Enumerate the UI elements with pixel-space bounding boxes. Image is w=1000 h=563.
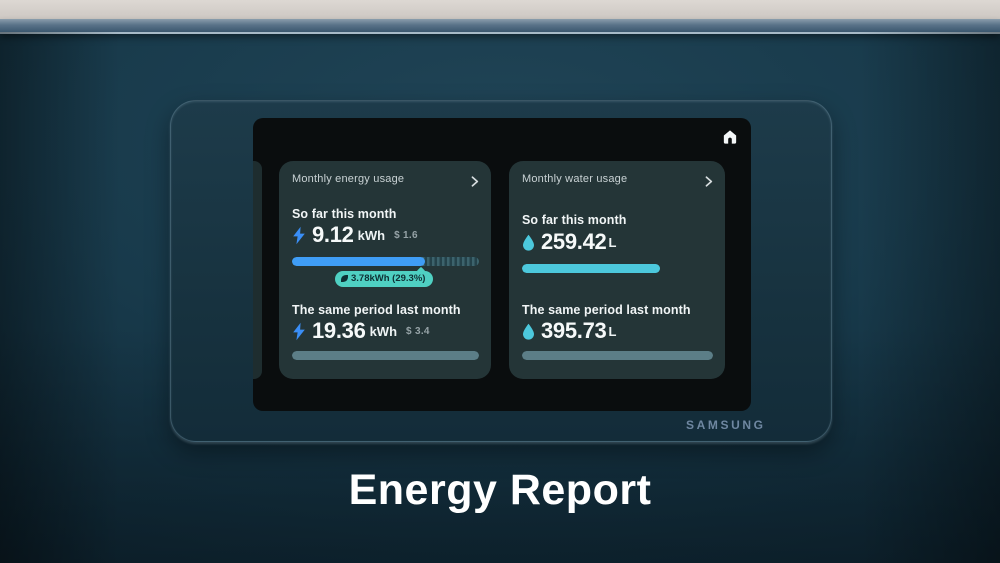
energy-current-label: So far this month — [292, 207, 397, 221]
water-current-progressbar — [522, 264, 713, 273]
water-drop-icon — [523, 323, 534, 340]
water-previous-progressbar — [522, 351, 713, 360]
energy-current-cost: $ 1.6 — [394, 229, 418, 241]
home-button[interactable] — [721, 128, 739, 146]
energy-previous-value-row: 19.36 kWh $ 3.4 — [292, 320, 430, 342]
water-current-label: So far this month — [522, 213, 627, 227]
lightning-icon — [293, 322, 305, 340]
water-previous-value: 395.73 — [541, 318, 607, 343]
water-drop-icon — [523, 234, 534, 251]
energy-current-progressbar — [292, 257, 479, 266]
energy-current-value: 9.12 — [312, 222, 354, 247]
samsung-logo: SAMSUNG — [686, 418, 766, 432]
machine-top-edge — [0, 19, 1000, 32]
water-previous-progress-fill — [522, 351, 713, 360]
wall-strip — [0, 0, 1000, 19]
water-card-title: Monthly water usage — [522, 173, 628, 185]
energy-previous-value: 19.36 — [312, 318, 366, 343]
monthly-water-usage-card[interactable]: Monthly water usage So far this month 25… — [509, 161, 725, 379]
water-current-unit: L — [608, 234, 617, 250]
energy-card-title: Monthly energy usage — [292, 173, 405, 185]
water-current-progress-fill — [522, 264, 660, 273]
water-current-value-row: 259.42 L — [522, 231, 616, 253]
water-previous-unit: L — [608, 323, 617, 339]
page-title: Energy Report — [348, 466, 652, 514]
water-chevron-right-icon[interactable] — [705, 174, 713, 187]
adjacent-card-edge — [253, 161, 262, 379]
monthly-energy-usage-card[interactable]: Monthly energy usage So far this month 9… — [279, 161, 491, 379]
energy-current-unit: kWh — [357, 227, 386, 243]
energy-current-progress-fill — [292, 257, 425, 266]
energy-savings-badge-text: 3.78kWh (29.3%) — [351, 273, 426, 284]
water-previous-value-row: 395.73 L — [522, 320, 616, 342]
home-icon — [723, 130, 737, 144]
energy-savings-badge: 3.78kWh (29.3%) — [335, 271, 434, 287]
lightning-icon — [293, 226, 305, 244]
energy-previous-cost: $ 3.4 — [406, 325, 430, 337]
leaf-icon — [341, 275, 348, 283]
energy-previous-progress-fill — [292, 351, 479, 360]
touchscreen[interactable]: Monthly energy usage So far this month 9… — [253, 118, 751, 411]
energy-previous-unit: kWh — [369, 323, 398, 339]
water-current-value: 259.42 — [541, 229, 607, 254]
energy-previous-label: The same period last month — [292, 303, 461, 317]
energy-previous-progressbar — [292, 351, 479, 360]
energy-current-value-row: 9.12 kWh $ 1.6 — [292, 224, 418, 246]
water-previous-label: The same period last month — [522, 303, 691, 317]
energy-chevron-right-icon[interactable] — [471, 174, 479, 187]
display-panel-bezel: Monthly energy usage So far this month 9… — [170, 100, 832, 442]
